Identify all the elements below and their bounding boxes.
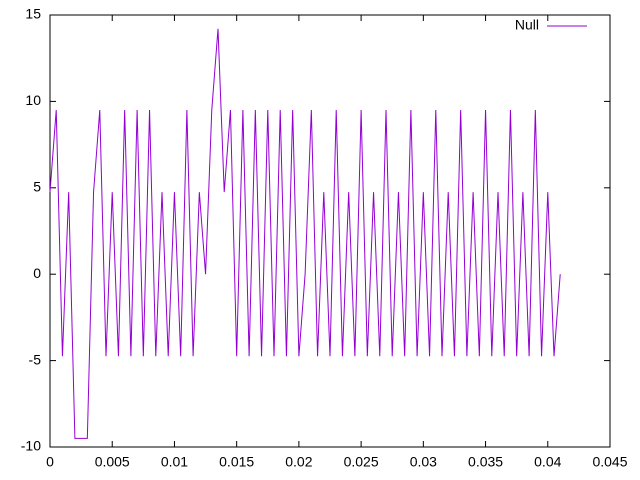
x-tick-label: 0.035 <box>468 454 503 470</box>
y-tick-label: 10 <box>25 92 41 108</box>
plot-border <box>49 14 611 448</box>
x-tick-label: 0.005 <box>95 454 130 470</box>
data-line <box>49 28 561 439</box>
x-tick-label: 0 <box>46 454 54 470</box>
y-tick-label: 0 <box>33 265 41 281</box>
y-tick-label: 15 <box>25 6 41 22</box>
x-tick-label: 0.03 <box>410 454 437 470</box>
x-tick-label: 0.01 <box>161 454 188 470</box>
legend-label: Null <box>515 17 539 33</box>
x-tick-label: 0.045 <box>592 454 627 470</box>
y-tick-label: -5 <box>29 351 42 367</box>
x-tick-label: 0.04 <box>534 454 561 470</box>
y-tick-label: -10 <box>21 438 41 454</box>
x-tick-label: 0.02 <box>285 454 312 470</box>
x-tick-label: 0.025 <box>344 454 379 470</box>
y-tick-label: 5 <box>33 179 41 195</box>
x-tick-label: 0.015 <box>219 454 254 470</box>
